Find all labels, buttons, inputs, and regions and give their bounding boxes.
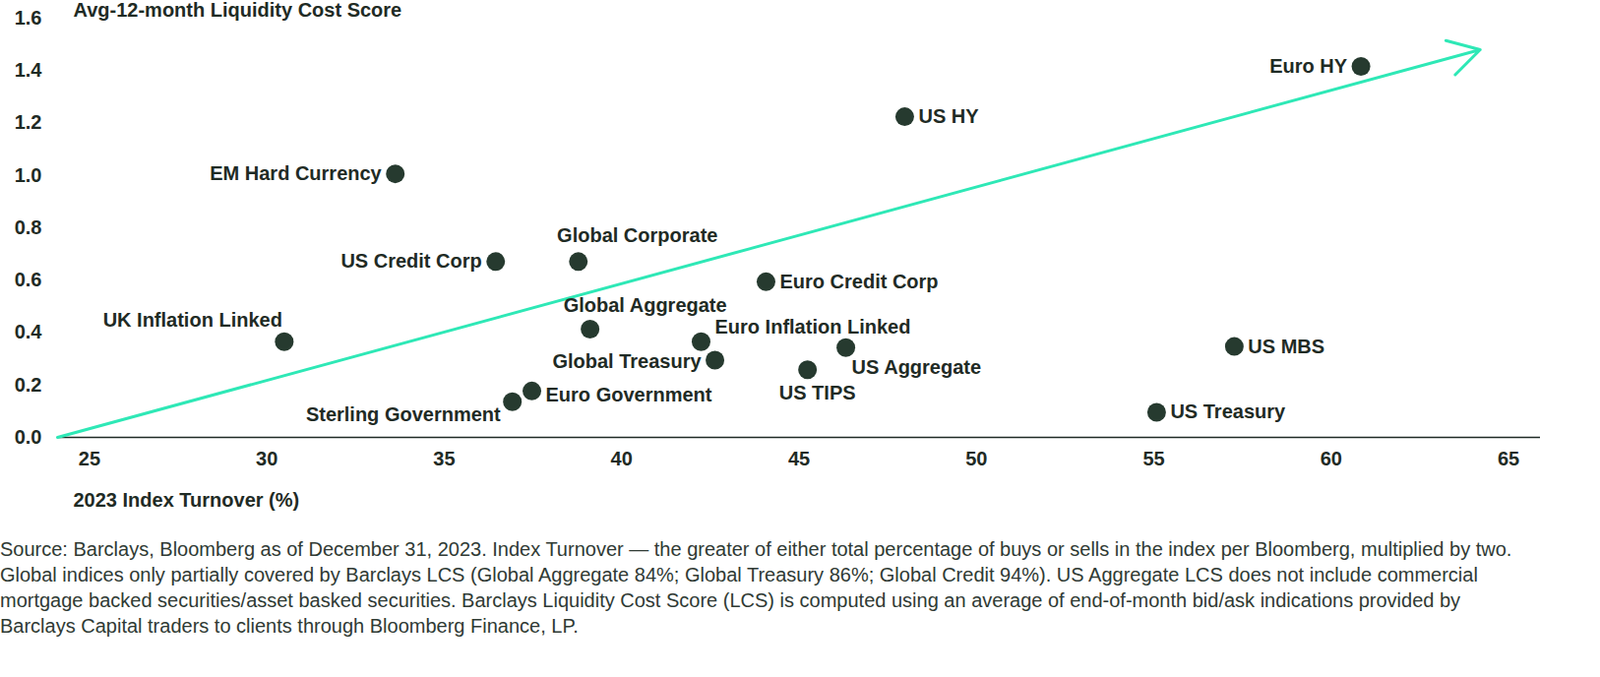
svg-text:Euro HY: Euro HY (1269, 55, 1349, 77)
svg-text:35: 35 (432, 447, 455, 470)
svg-text:0.0: 0.0 (14, 426, 43, 448)
svg-text:2023 Index Turnover (%): 2023 Index Turnover (%) (73, 489, 301, 511)
svg-text:US TIPS: US TIPS (779, 381, 857, 404)
svg-text:EM Hard Currency: EM Hard Currency (209, 162, 382, 185)
svg-text:Global Treasury: Global Treasury (552, 350, 702, 372)
svg-text:0.6: 0.6 (14, 268, 43, 291)
svg-text:0.8: 0.8 (14, 216, 43, 239)
svg-text:60: 60 (1320, 447, 1343, 470)
svg-text:US HY: US HY (918, 105, 980, 127)
svg-text:Sterling Government: Sterling Government (306, 403, 501, 426)
svg-text:45: 45 (788, 447, 810, 470)
svg-text:0.2: 0.2 (14, 373, 43, 396)
svg-text:Global Corporate: Global Corporate (556, 224, 718, 247)
svg-text:US Credit Corp: US Credit Corp (340, 249, 482, 272)
svg-text:US Aggregate: US Aggregate (852, 356, 983, 378)
svg-text:1.6: 1.6 (14, 6, 43, 29)
svg-text:Avg-12-month Liquidity Cost Sc: Avg-12-month Liquidity Cost Score (73, 0, 403, 21)
svg-text:US MBS: US MBS (1247, 335, 1325, 358)
svg-text:UK Inflation Linked: UK Inflation Linked (103, 308, 283, 331)
svg-text:Euro Inflation Linked: Euro Inflation Linked (714, 315, 911, 338)
svg-text:1.2: 1.2 (14, 111, 43, 133)
svg-text:1.0: 1.0 (14, 164, 43, 186)
svg-text:Euro Credit Corp: Euro Credit Corp (779, 270, 938, 293)
svg-text:65: 65 (1497, 447, 1520, 470)
svg-text:40: 40 (611, 447, 633, 470)
svg-text:30: 30 (255, 447, 278, 470)
svg-text:0.4: 0.4 (14, 320, 44, 343)
svg-text:50: 50 (965, 447, 987, 470)
svg-text:Global Aggregate: Global Aggregate (563, 294, 728, 316)
svg-text:1.4: 1.4 (14, 59, 44, 81)
svg-text:US Treasury: US Treasury (1169, 400, 1287, 423)
html-text:Source: Barclays, Bloomberg as: Source: Barclays, Bloomberg as of Decemb… (0, 538, 1512, 637)
svg-text:25: 25 (78, 447, 101, 470)
svg-text:Euro Government: Euro Government (546, 383, 713, 406)
svg-text:55: 55 (1142, 447, 1165, 470)
